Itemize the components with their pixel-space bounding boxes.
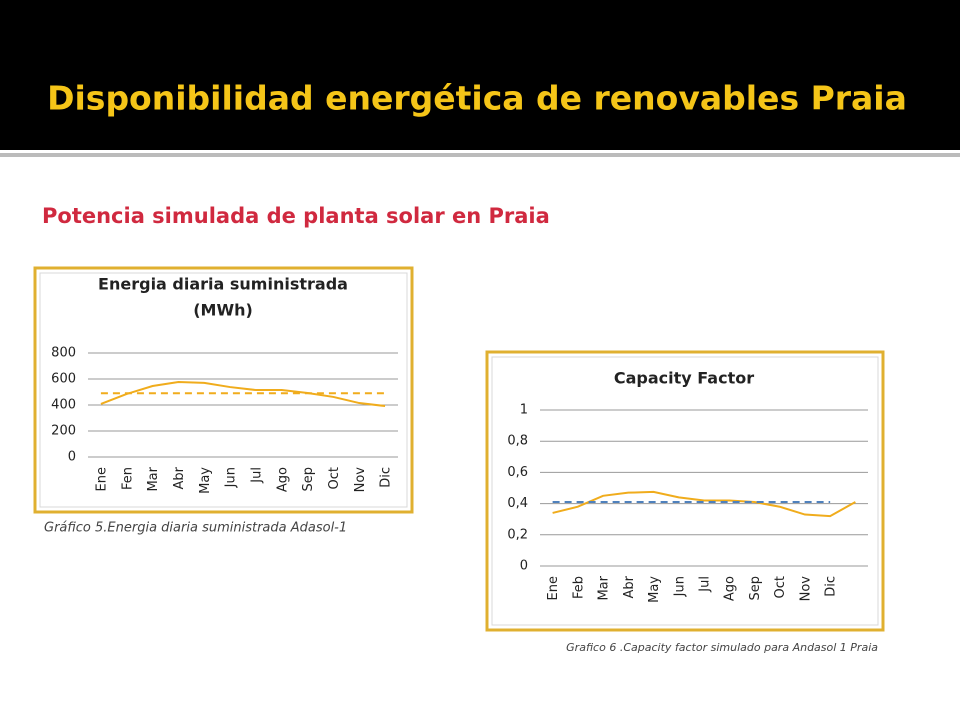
x-tick-label: Ago <box>275 467 290 492</box>
x-tick-label: Sep <box>301 467 316 492</box>
x-tick-label: May <box>647 576 662 603</box>
y-tick-label: 200 <box>51 424 76 439</box>
slide-subtitle: Potencia simulada de planta solar en Pra… <box>42 204 550 228</box>
data-line <box>100 380 386 408</box>
chart-caption: Gráfico 5.Energia diaria suministrada Ad… <box>44 521 347 536</box>
x-tick-label: Oct <box>327 467 342 489</box>
y-tick-label: 600 <box>51 372 76 387</box>
x-tick-label: Ago <box>723 576 738 601</box>
chart-inner-frame <box>491 356 879 626</box>
x-tick-label: Fen <box>120 467 135 490</box>
chart-caption: Grafico 6 .Capacity factor simulado para… <box>566 641 878 654</box>
y-tick-label: 400 <box>51 398 76 413</box>
y-tick-label: 0 <box>68 450 76 465</box>
chart-title: Energia diaria suministrada <box>98 275 348 294</box>
x-tick-label: Mar <box>146 466 161 491</box>
x-tick-label: Abr <box>622 575 637 598</box>
x-tick-label: Dic <box>824 576 839 597</box>
x-tick-label: Jul <box>698 576 713 593</box>
x-tick-label: Nov <box>353 467 368 493</box>
data-line <box>552 490 856 518</box>
x-tick-label: Jul <box>249 467 264 484</box>
chart-title: Capacity Factor <box>614 369 754 388</box>
chart-inner-frame <box>39 272 408 508</box>
x-tick-label: Feb <box>571 576 586 599</box>
title-rule <box>0 153 960 157</box>
x-tick-label: May <box>198 467 213 494</box>
chart-title: (MWh) <box>193 301 253 320</box>
y-tick-label: 800 <box>51 346 76 361</box>
chart-frame <box>33 266 414 514</box>
y-tick-label: 0 <box>520 559 528 574</box>
x-tick-label: Nov <box>798 576 813 602</box>
x-tick-label: Abr <box>172 466 187 489</box>
chart-frame <box>485 350 885 632</box>
x-tick-label: Dic <box>379 467 394 488</box>
y-tick-label: 0,6 <box>507 465 528 480</box>
y-tick-label: 1 <box>520 403 528 418</box>
x-tick-label: Ene <box>546 576 561 600</box>
x-tick-label: Mar <box>597 575 612 600</box>
y-tick-label: 0,2 <box>507 527 528 542</box>
y-tick-label: 0,4 <box>507 496 528 511</box>
y-tick-label: 0,8 <box>507 434 528 449</box>
x-tick-label: Oct <box>773 576 788 598</box>
title-bar <box>0 0 960 150</box>
x-tick-label: Sep <box>748 576 763 601</box>
x-tick-label: Ene <box>94 467 109 491</box>
x-tick-label: Jun <box>672 576 687 597</box>
x-tick-label: Jun <box>224 467 239 488</box>
slide-title: Disponibilidad energética de renovables … <box>47 79 907 118</box>
